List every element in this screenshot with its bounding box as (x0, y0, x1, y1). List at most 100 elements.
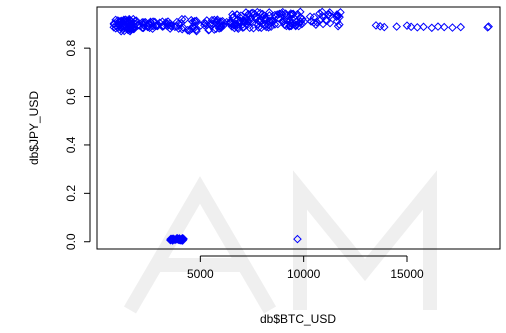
data-point (293, 234, 302, 244)
data-point (266, 22, 276, 31)
data-point (159, 21, 169, 31)
data-point (126, 25, 135, 34)
data-point (177, 14, 187, 24)
data-point (439, 22, 449, 32)
plot-frame (96, 6, 501, 250)
data-point (275, 9, 284, 19)
data-point (233, 24, 243, 33)
data-point (207, 15, 217, 25)
data-point (277, 8, 286, 18)
y-tick-label: 0.4 (64, 136, 78, 153)
data-point (166, 235, 175, 245)
y-axis: 0.0 0.2 0.4 0.6 0.8 (64, 39, 91, 250)
data-point (266, 18, 276, 27)
data-point (299, 17, 309, 27)
data-point (287, 14, 297, 24)
y-tick-label: 0.0 (64, 233, 78, 250)
x-axis-title: db$BTC_USD (260, 312, 336, 326)
data-point (260, 13, 270, 23)
data-point (258, 9, 267, 19)
data-point (177, 236, 187, 245)
data-point (448, 23, 457, 32)
data-point (212, 16, 222, 26)
data-point (258, 19, 267, 29)
data-point (288, 9, 298, 19)
data-point (335, 20, 344, 29)
data-point (216, 22, 226, 32)
data-point (317, 7, 327, 17)
data-point (125, 21, 135, 31)
data-point (168, 236, 177, 245)
data-point (287, 9, 297, 19)
data-point (235, 17, 245, 27)
data-point (270, 20, 280, 29)
data-points (109, 7, 493, 245)
data-point (172, 234, 182, 243)
data-point (177, 24, 187, 34)
data-point (325, 8, 335, 17)
data-point (291, 21, 300, 31)
x-tick-label: 5000 (187, 267, 214, 281)
data-point (227, 19, 237, 29)
data-point (278, 17, 287, 27)
data-point (180, 15, 190, 24)
data-point (286, 16, 295, 25)
data-point (285, 21, 295, 31)
x-tick-label: 10000 (287, 267, 321, 281)
y-tick-label: 0.6 (64, 88, 78, 105)
data-point (305, 12, 315, 21)
x-axis: 5000 10000 15000 (187, 255, 424, 281)
data-point (243, 17, 252, 26)
data-point (456, 22, 466, 32)
data-point (311, 20, 321, 29)
data-point (427, 23, 437, 33)
data-point (146, 17, 155, 27)
data-point (315, 9, 324, 18)
data-point (419, 22, 428, 32)
data-point (125, 15, 135, 25)
data-point (192, 26, 201, 36)
data-point (115, 20, 125, 30)
data-point (379, 22, 389, 32)
data-point (187, 24, 197, 34)
y-tick-label: 0.8 (64, 39, 78, 56)
data-point (264, 20, 273, 30)
data-point (332, 11, 342, 21)
data-point (292, 17, 301, 27)
data-point (178, 22, 188, 32)
data-point (406, 22, 416, 32)
data-point (318, 19, 328, 29)
data-point (413, 23, 422, 32)
x-tick-label: 15000 (390, 267, 424, 281)
data-point (392, 22, 401, 31)
data-point (191, 25, 201, 35)
data-point (306, 17, 316, 26)
data-point (161, 17, 171, 27)
data-point (135, 21, 145, 31)
data-point (196, 21, 205, 30)
data-point (229, 12, 238, 22)
data-point (271, 12, 281, 22)
data-point (123, 24, 132, 33)
data-point (484, 22, 493, 31)
data-point (264, 8, 274, 17)
data-point (109, 22, 119, 32)
data-point (255, 8, 265, 18)
y-axis-title: db$JPY_USD (27, 91, 41, 165)
data-point (229, 20, 239, 30)
data-point (116, 26, 126, 36)
y-tick-label: 0.2 (64, 185, 78, 202)
data-point (188, 17, 198, 27)
data-point (251, 12, 261, 22)
data-point (209, 25, 219, 34)
data-point (249, 23, 258, 33)
data-point (202, 20, 212, 30)
data-point (151, 21, 160, 31)
data-point (137, 18, 147, 27)
data-point (232, 10, 242, 20)
data-point (260, 21, 269, 30)
data-point (295, 13, 305, 22)
data-point (272, 10, 282, 19)
data-point (433, 22, 443, 31)
